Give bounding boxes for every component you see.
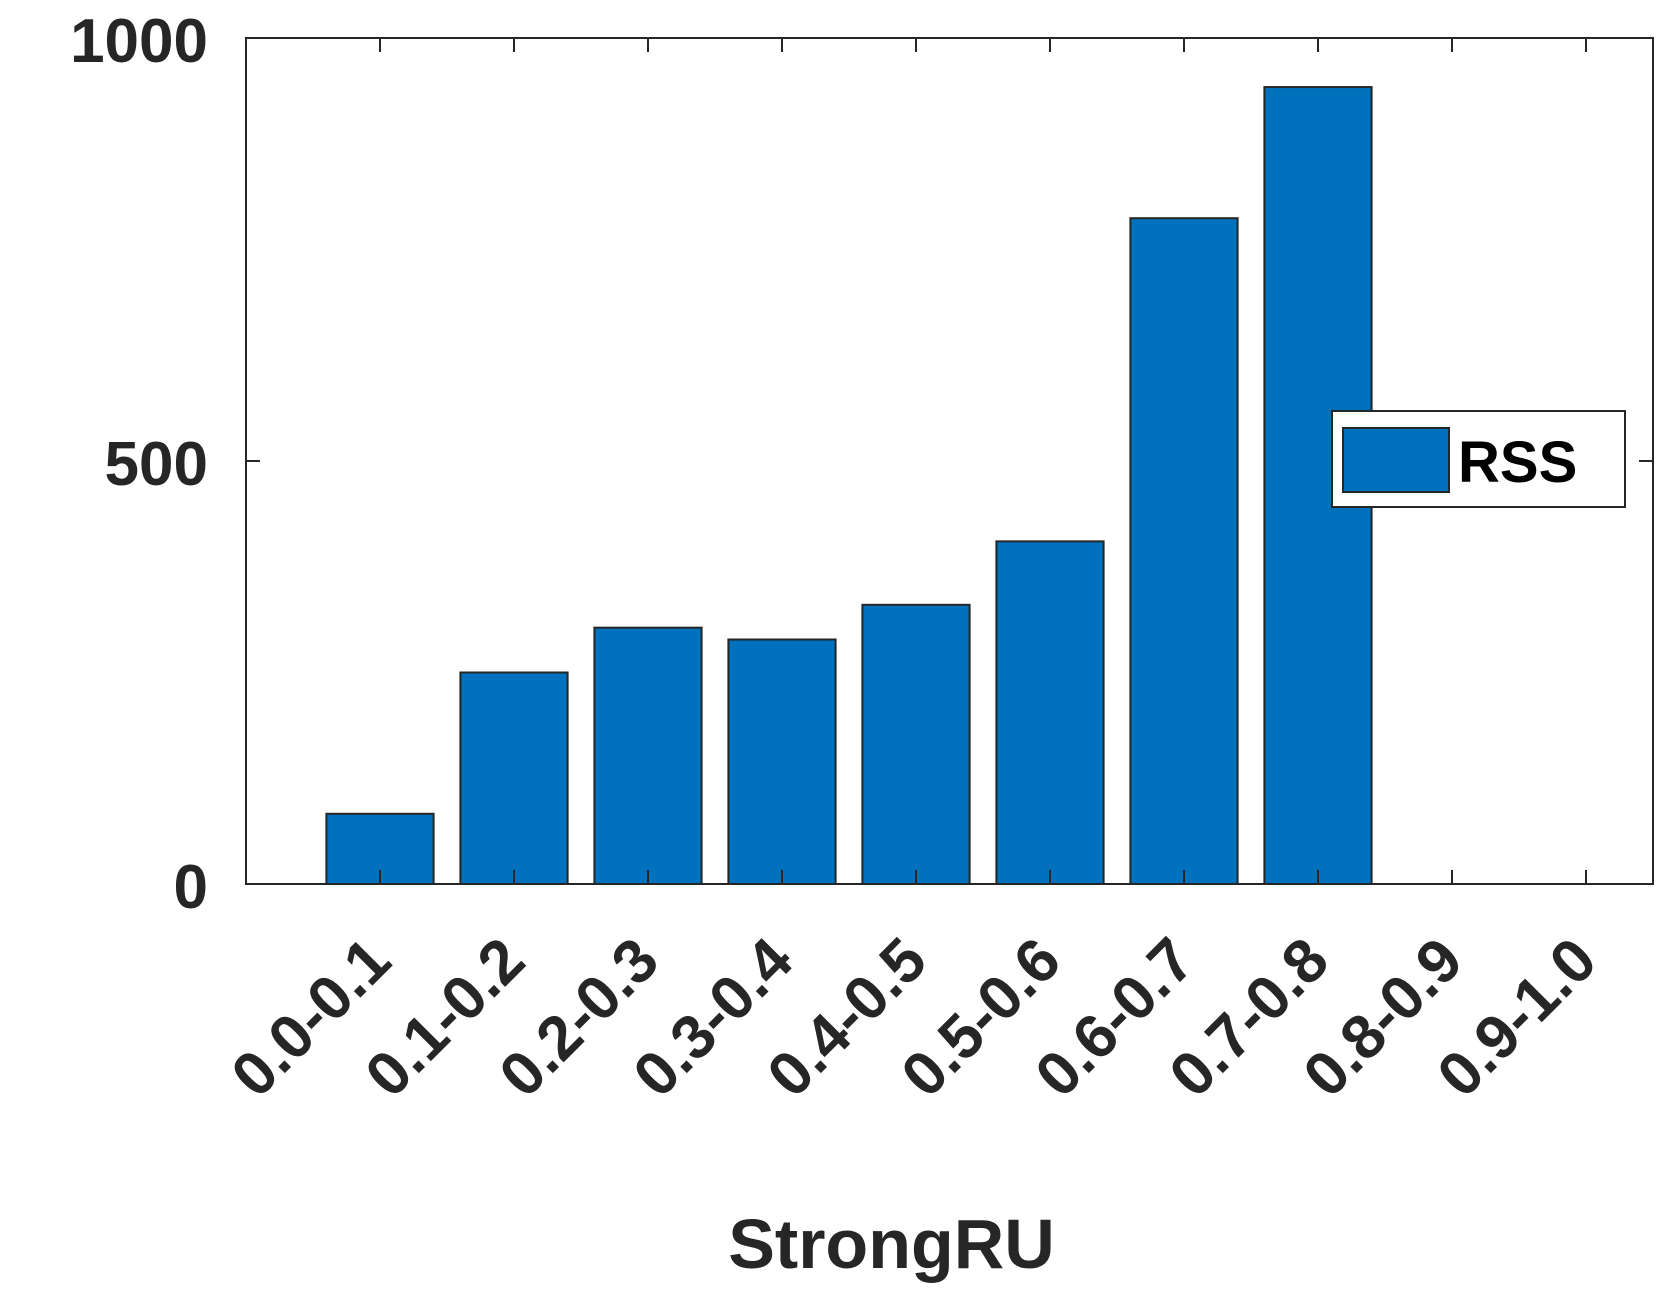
bar-0.3-0.4 xyxy=(727,638,837,885)
bars-layer xyxy=(325,86,1373,886)
bar-0.4-0.5 xyxy=(861,603,971,885)
bar-0.5-0.6 xyxy=(995,540,1105,885)
bar-0.2-0.3 xyxy=(593,626,703,885)
bar-0.1-0.2 xyxy=(459,671,569,885)
bar-0.6-0.7 xyxy=(1129,217,1239,885)
y-tick-label: 1000 xyxy=(70,7,208,76)
ticks-layer xyxy=(246,37,1653,885)
legend: RSS xyxy=(1331,410,1626,508)
y-tick-label: 0 xyxy=(174,853,208,922)
legend-label: RSS xyxy=(1458,430,1577,495)
y-tick-label: 500 xyxy=(105,430,208,499)
x-tick-labels: 0.0-0.10.1-0.20.2-0.30.3-0.40.4-0.50.5-0… xyxy=(219,925,1610,1111)
legend-swatch xyxy=(1342,427,1450,493)
y-tick-labels: 0 500 1000 xyxy=(70,7,208,922)
x-axis-title: StrongRU xyxy=(728,1205,1055,1283)
